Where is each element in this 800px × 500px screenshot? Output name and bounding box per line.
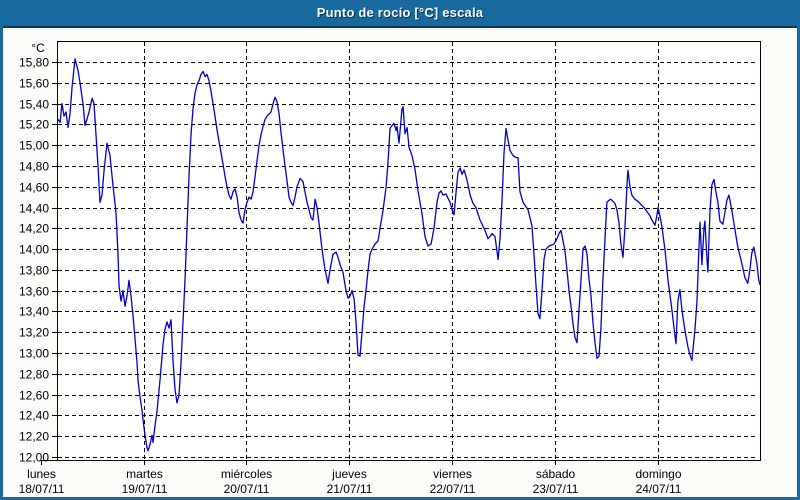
y-tick-label: 15,40 [19, 98, 49, 112]
x-day-date: 18/07/11 [19, 482, 65, 496]
title-bar: Punto de rocío [°C] escala [3, 0, 797, 28]
x-day-date: 21/07/11 [327, 482, 373, 496]
y-tick-label: 15,80 [19, 56, 49, 70]
y-tick-label: 14,80 [19, 160, 49, 174]
y-tick-label: 13,20 [19, 326, 49, 340]
y-tick-label: 15,60 [19, 77, 49, 91]
y-tick-label: 12,80 [19, 368, 49, 382]
x-day-name: sábado [536, 467, 576, 481]
x-day-name: viernes [433, 467, 472, 481]
window-title: Punto de rocío [°C] escala [316, 5, 484, 20]
y-tick-label: 14,00 [19, 243, 49, 257]
y-tick-label: 13,80 [19, 264, 49, 278]
x-day-name: domingo [635, 467, 681, 481]
x-day-date: 22/07/11 [430, 482, 476, 496]
y-tick-label: 13,00 [19, 347, 49, 361]
x-day-name: jueves [331, 467, 367, 481]
y-tick-label: 13,60 [19, 285, 49, 299]
series-line-punto-de-rocio [57, 58, 761, 452]
y-tick-label: 12,40 [19, 409, 49, 423]
x-day-date: 19/07/11 [122, 482, 168, 496]
y-tick-label: 12,60 [19, 389, 49, 403]
x-day-date: 20/07/11 [224, 482, 270, 496]
plot-background [57, 41, 761, 461]
plot-border [57, 41, 761, 461]
y-tick-label: 14,60 [19, 181, 49, 195]
x-day-name: lunes [27, 467, 56, 481]
y-tick-label: 15,00 [19, 139, 49, 153]
y-axis-unit-label: °C [31, 41, 45, 55]
y-tick-label: 12,20 [19, 430, 49, 444]
y-tick-label: 14,20 [19, 222, 49, 236]
y-tick-label: 13,40 [19, 305, 49, 319]
x-day-date: 24/07/11 [636, 482, 682, 496]
y-tick-label: 12,00 [19, 451, 49, 465]
x-day-name: miércoles [221, 467, 272, 481]
x-day-name: martes [126, 467, 163, 481]
x-day-date: 23/07/11 [533, 482, 579, 496]
y-tick-label: 15,20 [19, 118, 49, 132]
y-tick-label: 14,40 [19, 202, 49, 216]
